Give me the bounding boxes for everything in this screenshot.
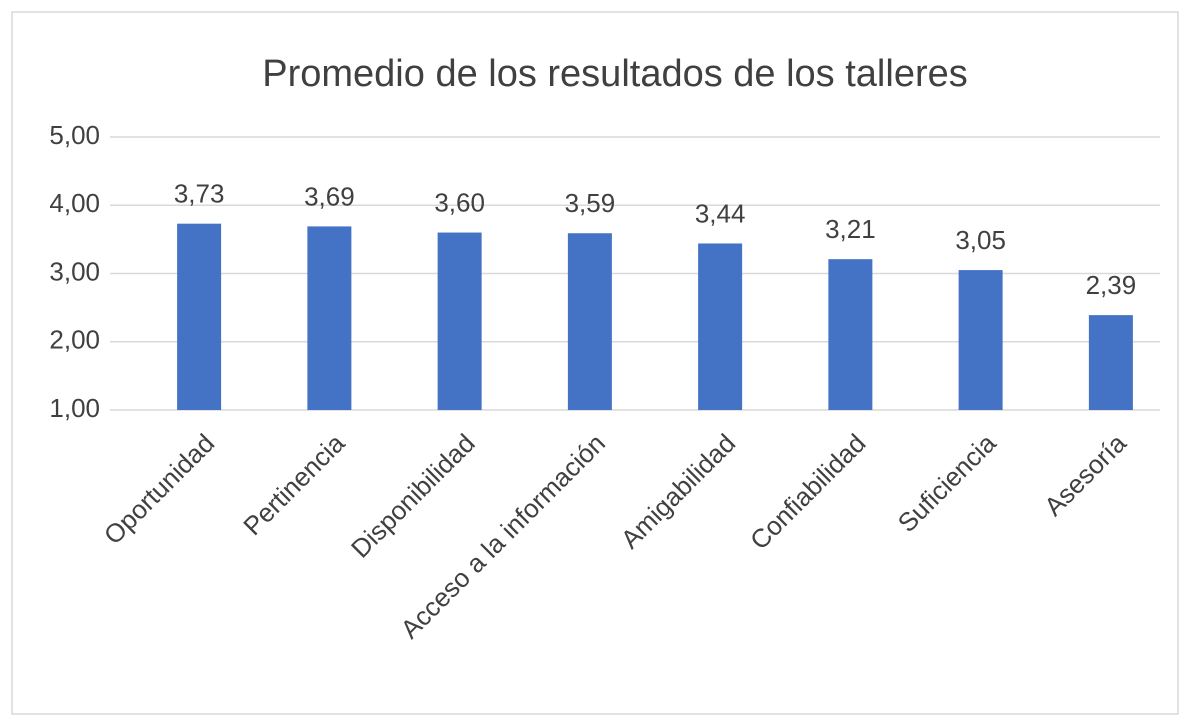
data-label: 3,59 xyxy=(565,188,616,218)
data-label: 3,73 xyxy=(174,179,225,209)
data-label: 2,39 xyxy=(1086,270,1137,300)
y-tick-label: 1,00 xyxy=(49,393,100,423)
y-tick-label: 5,00 xyxy=(49,120,100,150)
bar xyxy=(698,243,743,410)
bar xyxy=(828,259,873,410)
data-label: 3,60 xyxy=(434,187,485,217)
bar xyxy=(437,232,482,410)
bar xyxy=(177,223,222,410)
y-tick-label: 4,00 xyxy=(49,188,100,218)
y-tick-label: 2,00 xyxy=(49,325,100,355)
bar xyxy=(567,233,612,410)
bar xyxy=(1088,315,1133,410)
chart-title: Promedio de los resultados de los taller… xyxy=(262,53,968,95)
bar xyxy=(958,270,1003,410)
data-label: 3,05 xyxy=(955,225,1006,255)
data-label: 3,21 xyxy=(825,214,876,244)
y-tick-label: 3,00 xyxy=(49,256,100,286)
bar xyxy=(307,226,352,410)
data-label: 3,69 xyxy=(304,181,355,211)
data-label: 3,44 xyxy=(695,198,746,228)
